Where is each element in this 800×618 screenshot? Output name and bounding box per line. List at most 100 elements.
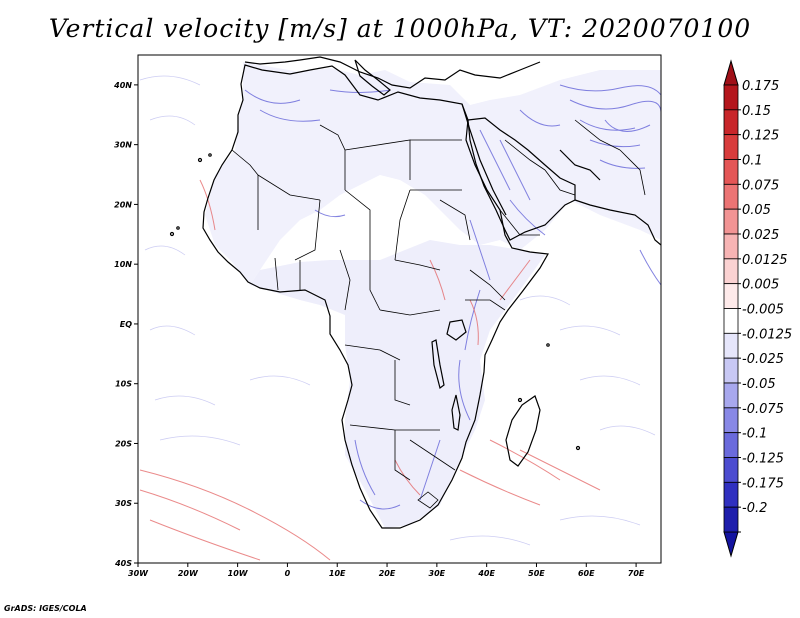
border (394, 430, 411, 481)
border (409, 439, 456, 471)
island (169, 231, 175, 237)
colorbar-label: 0.175 (742, 79, 779, 94)
lat-tick-label: 30N (114, 141, 132, 150)
colorbar-bottom-cap (723, 531, 739, 558)
border (394, 259, 441, 271)
lon-tick-label: 60E (578, 569, 595, 578)
colorbar-swatch (723, 506, 739, 533)
lon-tick-label: 30E (429, 569, 446, 578)
colorbar-swatch (723, 134, 739, 160)
colorbar-label: -0.1 (742, 427, 767, 442)
lat-tick-label: 40N (113, 81, 132, 90)
lon-tick-label: 50E (528, 569, 545, 578)
border (319, 124, 346, 190)
border (344, 344, 401, 361)
colorbar-swatch (723, 457, 739, 483)
border (504, 139, 546, 171)
lat-tick-label: 20N (114, 200, 132, 209)
lon-tick-label: 20W (178, 569, 199, 578)
colorbar-label: -0.005 (742, 303, 784, 318)
border (339, 249, 351, 311)
island (546, 343, 550, 347)
madagascar-coastline (505, 395, 541, 467)
colorbar-label: -0.125 (742, 452, 784, 467)
colorbar-label: 0.025 (742, 228, 779, 243)
border (394, 360, 411, 406)
border (344, 189, 371, 245)
colorbar-swatch (723, 283, 739, 309)
island (197, 157, 203, 163)
lake-tanganyika (431, 339, 445, 390)
lon-tick-label: 30W (128, 569, 149, 578)
border (544, 169, 576, 196)
colorbar-swatch (723, 208, 739, 235)
positive-streaks (139, 179, 601, 561)
colorbar-swatch (723, 183, 739, 210)
border (231, 149, 259, 230)
lat-tick-label: 30S (115, 499, 132, 508)
colorbar-swatch (723, 407, 739, 434)
colorbar-label: 0.05 (742, 203, 771, 218)
colorbar-swatch (723, 382, 739, 409)
lat-tick-label: 20S (115, 439, 132, 448)
lon-tick-label: 40E (477, 569, 495, 578)
colorbar-label: 0.125 (742, 129, 779, 144)
colorbar-label: 0.005 (742, 278, 779, 293)
africa-south-shading (250, 240, 545, 528)
island (575, 445, 581, 451)
border (469, 269, 506, 301)
island (176, 226, 180, 230)
colorbar-swatch (723, 258, 739, 285)
colorbar-label: -0.05 (742, 377, 776, 392)
border (465, 299, 506, 311)
colorbar-swatch (723, 308, 739, 334)
border (369, 245, 381, 311)
land-shading (205, 62, 661, 285)
border (257, 174, 321, 201)
colorbar-swatch (723, 159, 739, 185)
colorbar-label: 0.15 (742, 104, 771, 119)
country-borders (231, 119, 646, 509)
colorbar-swatch (723, 84, 739, 111)
colorbar-swatch (723, 109, 739, 136)
lon-tick-label: 20E (379, 569, 396, 578)
lat-tick-label: 10N (114, 260, 132, 269)
velocity-field (139, 62, 661, 561)
border (499, 209, 540, 236)
colorbar: 0.175 0.15 0.125 0.1 0.075 0.05 0.025 0.0125 0.0… (723, 59, 792, 558)
colorbar-label: -0.0125 (742, 327, 792, 342)
lon-tick-label: 10W (228, 569, 249, 578)
coastlines (169, 56, 661, 529)
border (294, 199, 321, 261)
lon-tick-label: 70E (628, 569, 645, 578)
colorbar-swatch (723, 332, 739, 359)
lon-tick-label: 0 (285, 569, 291, 578)
colorbar-label: -0.075 (742, 402, 784, 417)
italy-coastline (354, 59, 391, 96)
border (379, 309, 441, 316)
gulf-coastline (559, 149, 601, 181)
colorbar-label: 0.1 (742, 154, 763, 169)
europe-coastline (244, 56, 541, 89)
border (439, 199, 471, 241)
lake-victoria (446, 319, 467, 341)
colorbar-swatch (723, 481, 739, 508)
border (274, 257, 279, 291)
lat-tick-label: 40S (114, 559, 132, 568)
longitude-axis: 30W 20W 10W 0 10E 20E 30E 40E 50E 60E 70E (128, 563, 645, 578)
latitude-axis: 40N 30N 20N 10N EQ 10S 20S 30S 40S (113, 81, 138, 568)
grads-credit: GrADS: IGES/COLA (4, 604, 87, 613)
colorbar-swatch (723, 357, 739, 384)
border (394, 189, 411, 261)
island (517, 397, 523, 403)
map-title: Vertical velocity [m/s] at 1000hPa, VT: … (48, 14, 752, 43)
lat-tick-label: 10S (115, 380, 132, 389)
asia-coastline (574, 199, 661, 246)
arabia-coastline (467, 117, 576, 241)
colorbar-label: -0.175 (742, 476, 784, 491)
border (574, 119, 621, 151)
negative-streaks (244, 84, 661, 510)
colorbar-label: 0.0125 (742, 253, 788, 268)
colorbar-label: -0.025 (742, 352, 784, 367)
